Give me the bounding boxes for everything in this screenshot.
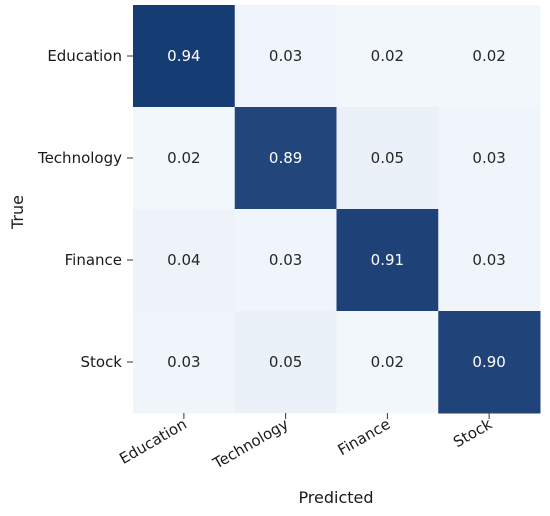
- heatmap-cell: [234, 107, 337, 210]
- heatmap-cell: [336, 107, 439, 210]
- heatmap-cell: [336, 5, 439, 108]
- x-tick-label: Education: [116, 415, 190, 468]
- y-tick-label: Stock: [80, 353, 122, 371]
- heatmap-cell: [133, 311, 236, 414]
- y-axis-label: True: [8, 195, 27, 230]
- heatmap-cell: [234, 209, 337, 312]
- cell-value-label: 0.89: [269, 149, 302, 167]
- heatmap-cell: [438, 5, 541, 108]
- heatmap-cell: [234, 5, 337, 108]
- x-tick-label: Technology: [209, 415, 292, 473]
- y-tick-label: Technology: [37, 149, 122, 167]
- cell-value-label: 0.05: [371, 149, 404, 167]
- cell-value-label: 0.04: [167, 251, 200, 269]
- cell-value-label: 0.05: [269, 353, 302, 371]
- x-tick-label: Finance: [335, 415, 394, 459]
- heatmap-cell: [438, 311, 541, 414]
- heatmap-cell: [133, 107, 236, 210]
- y-tick-label: Finance: [65, 251, 122, 269]
- cell-value-label: 0.03: [472, 251, 505, 269]
- cell-value-label: 0.94: [167, 47, 200, 65]
- cell-values-layer: 0.94 0.03 0.02 0.02 0.02 0.89 0.05 0.03 0.04 0.03…: [167, 47, 506, 371]
- heatmap-cell: [133, 5, 236, 108]
- heatmap-cell: [234, 311, 337, 414]
- heatmap-cell: [133, 209, 236, 312]
- x-axis-label: Predicted: [298, 488, 373, 507]
- cell-value-label: 0.90: [472, 353, 505, 371]
- heatmap-cell: [438, 209, 541, 312]
- cells-layer: [133, 5, 541, 414]
- cell-value-label: 0.02: [371, 353, 404, 371]
- x-axis-ticks: Education Technology Finance Stock: [116, 413, 495, 473]
- heatmap-cell: [336, 209, 439, 312]
- cell-value-label: 0.02: [371, 47, 404, 65]
- cell-value-label: 0.03: [167, 353, 200, 371]
- cell-value-label: 0.91: [371, 251, 404, 269]
- cell-value-label: 0.02: [167, 149, 200, 167]
- y-tick-label: Education: [47, 47, 122, 65]
- heatmap-cell: [438, 107, 541, 210]
- heatmap-cell: [336, 311, 439, 414]
- cell-value-label: 0.02: [472, 47, 505, 65]
- cell-value-label: 0.03: [269, 47, 302, 65]
- y-axis-ticks: Education Technology Finance Stock: [37, 47, 133, 371]
- cell-value-label: 0.03: [472, 149, 505, 167]
- x-tick-label: Stock: [450, 415, 495, 452]
- cell-value-label: 0.03: [269, 251, 302, 269]
